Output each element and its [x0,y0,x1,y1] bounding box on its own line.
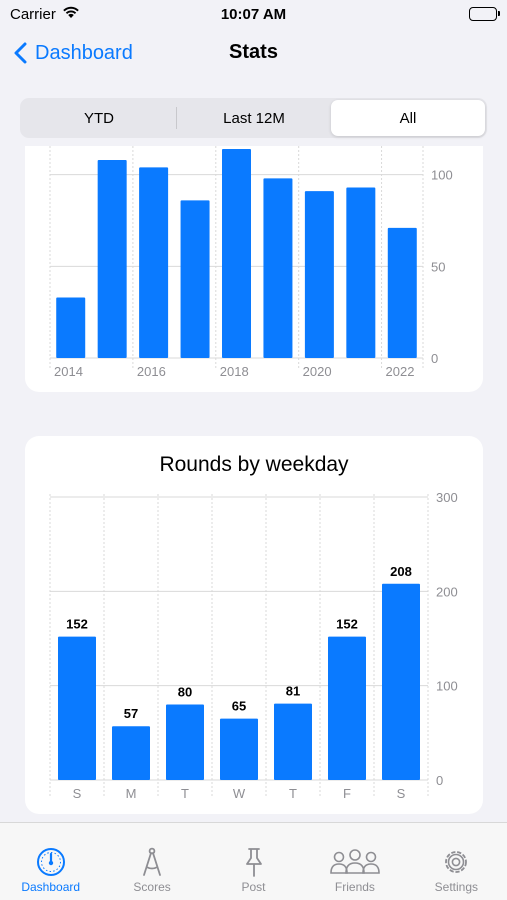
bar [328,636,366,780]
data-label: 57 [124,706,138,721]
segment-ytd[interactable]: YTD [84,109,114,127]
bar [112,726,150,780]
bar [180,200,210,358]
status-bar: Carrier 10:07 AM [0,0,507,30]
y-tick-label: 0 [431,351,438,366]
data-label: 65 [232,699,246,714]
bar [274,703,312,780]
bar [387,227,417,358]
data-label: 208 [390,564,412,579]
yearly-rounds-card: 0 50 100 2014 2016 2018 2020 2022 [25,146,483,392]
segment-last-12m[interactable]: Last 12M [223,109,285,127]
x-tick-label: 2018 [220,364,249,379]
page-title: Stats [229,41,278,63]
segment-all[interactable]: All [331,100,485,136]
battery-icon [469,7,500,21]
y-tick-label: 100 [436,679,458,694]
carrier-label: Carrier [10,6,56,23]
data-label: 80 [178,685,192,700]
x-tick-label: S [73,786,82,801]
data-label: 81 [286,684,300,699]
navigation-bar: Dashboard Stats [0,30,507,78]
tab-dashboard[interactable]: Dashboard [0,823,101,900]
weekday-rounds-chart: 0 100 200 300 152 57 80 65 81 152 208 S M T W T F S [49,490,458,801]
bar [382,583,420,780]
status-time: 10:07 AM [220,6,287,23]
yearly-rounds-chart: 0 50 100 2014 2016 2018 2020 2022 [49,146,453,379]
x-tick-label: 2022 [386,364,415,379]
bar [56,297,86,358]
chart-title: Rounds by weekday [159,453,349,476]
x-tick-label: M [126,786,137,801]
y-tick-label: 200 [436,584,458,599]
y-tick-label: 50 [431,259,445,274]
gauge-icon [36,848,65,876]
segment-divider [176,107,177,129]
tab-post[interactable]: Post [203,823,304,900]
x-tick-label: W [233,786,246,801]
tab-label: Friends [334,880,375,894]
tab-bar: Dashboard Scores Post Friends Settin [0,822,507,900]
bar [139,167,169,358]
y-tick-label: 100 [431,168,453,183]
stats-scroll-view[interactable]: 0 50 100 2014 2016 2018 2020 2022 Rounds by wee… [0,146,507,822]
people-icon [330,849,380,874]
wifi-icon [62,5,80,24]
gear-icon [445,851,468,873]
period-segmented-control: YTD Last 12M All [20,98,487,138]
x-tick-label: 2020 [303,364,332,379]
y-tick-label: 300 [436,490,458,505]
bar [220,718,258,780]
back-button[interactable]: Dashboard [14,38,133,68]
x-tick-label: F [343,786,351,801]
x-tick-label: T [181,786,189,801]
bar [346,187,376,358]
data-label: 152 [336,617,358,632]
tab-scores[interactable]: Scores [101,823,202,900]
bar [166,704,204,780]
x-tick-label: T [289,786,297,801]
tab-label: Scores [133,880,171,894]
chevron-left-icon [14,42,27,64]
bar [304,191,334,358]
x-tick-label: 2016 [137,364,166,379]
x-tick-label: 2014 [54,364,83,379]
tab-label: Settings [434,880,478,894]
tab-label: Dashboard [21,880,81,894]
bar [97,160,127,358]
pin-icon [245,848,262,877]
data-label: 152 [66,617,88,632]
bar [222,149,251,358]
y-tick-label: 0 [436,773,443,788]
bar [58,636,96,780]
tab-settings[interactable]: Settings [406,823,507,900]
tab-friends[interactable]: Friends [304,823,405,900]
back-button-label: Dashboard [35,41,133,64]
bar [263,178,293,358]
compass-icon [143,847,162,876]
tab-label: Post [241,880,266,894]
x-tick-label: S [397,786,406,801]
weekday-rounds-card: Rounds by weekday 0 100 200 300 152 57 80 65 81 1… [25,436,483,814]
